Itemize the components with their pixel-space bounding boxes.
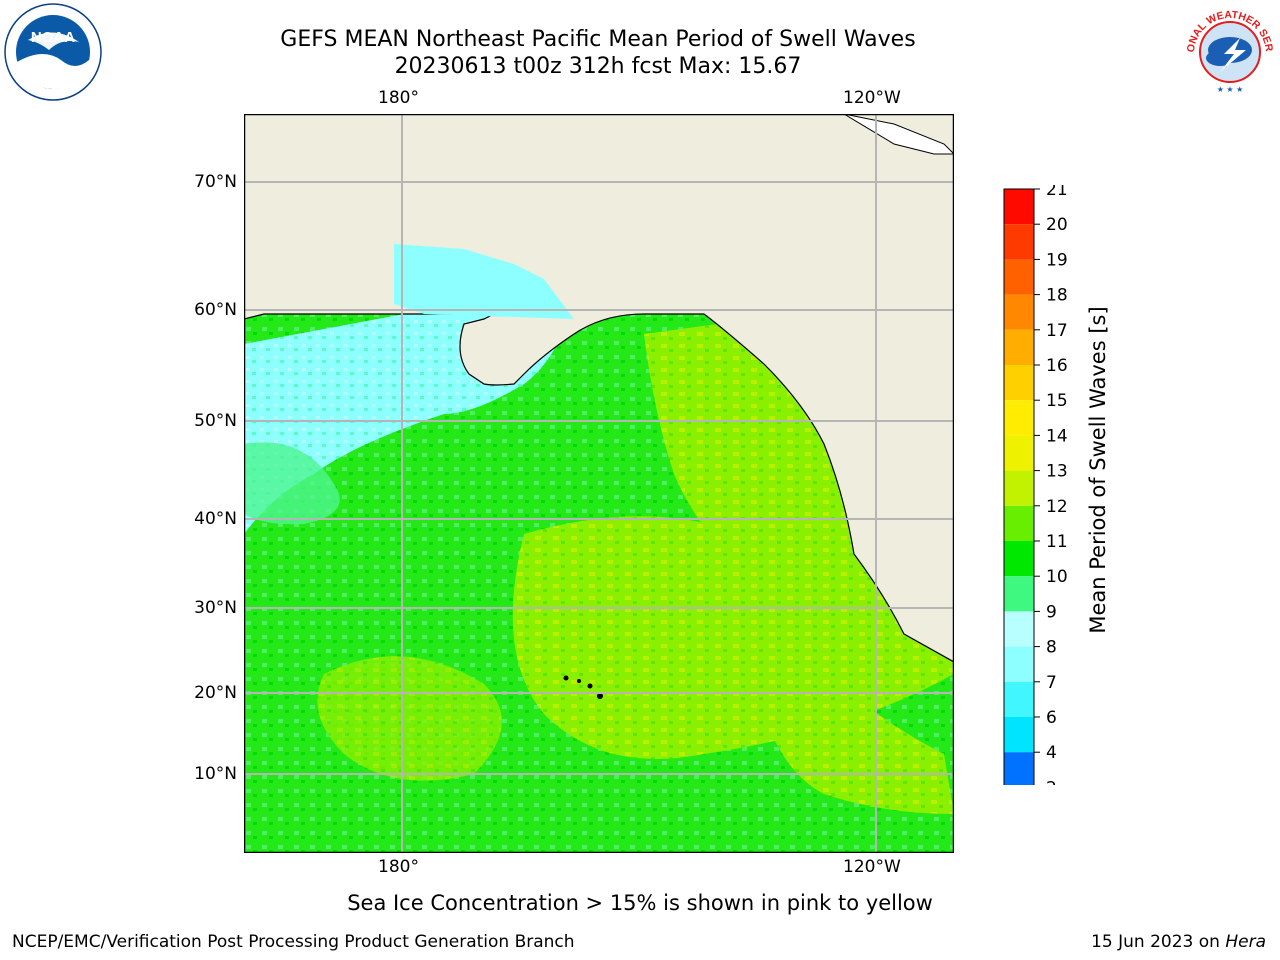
colorbar-tick-label: 2 xyxy=(1046,778,1057,785)
lon-label-top-120w: 120°W xyxy=(843,88,901,108)
lat-label-50n: 50°N xyxy=(194,411,237,431)
colorbar-bin xyxy=(1004,189,1034,225)
colorbar-bin xyxy=(1004,329,1034,365)
colorbar-tick-label: 9 xyxy=(1046,602,1057,622)
colorbar-tick-label: 16 xyxy=(1046,356,1068,376)
footer-date: 15 Jun 2023 on Hera xyxy=(1091,932,1266,952)
colorbar-bin xyxy=(1004,646,1034,682)
colorbar-bin xyxy=(1004,259,1034,295)
colorbar-tick-label: 6 xyxy=(1046,708,1057,728)
colorbar-tick-label: 17 xyxy=(1046,321,1068,341)
colorbar-bin xyxy=(1004,224,1034,260)
colorbar-bin xyxy=(1004,435,1034,471)
colorbar-bin xyxy=(1004,365,1034,401)
noaa-logo-text: NOAA xyxy=(31,29,75,46)
colorbar-bin xyxy=(1004,576,1034,612)
colorbar-tick-label: 12 xyxy=(1046,497,1068,517)
colorbar-bin xyxy=(1004,400,1034,436)
map-subtitle: 20230613 t00z 312h fcst Max: 15.67 xyxy=(394,54,802,79)
sea-ice-note: Sea Ice Concentration > 15% is shown in … xyxy=(347,891,933,915)
lat-label-30n: 30°N xyxy=(194,598,237,618)
colorbar-tick-label: 11 xyxy=(1046,532,1068,552)
footer-date-text: 15 Jun 2023 on xyxy=(1091,932,1226,952)
colorbar-bin xyxy=(1004,294,1034,330)
colorbar-bin xyxy=(1004,541,1034,577)
colorbar-tick-label: 18 xyxy=(1046,286,1068,306)
footer-credit: NCEP/EMC/Verification Post Processing Pr… xyxy=(12,932,575,952)
map-title: GEFS MEAN Northeast Pacific Mean Period … xyxy=(280,27,916,52)
colorbar-tick-label: 10 xyxy=(1046,567,1068,587)
lat-label-20n: 20°N xyxy=(194,683,237,703)
footer-host: Hera xyxy=(1225,932,1266,952)
colorbar-tick-label: 7 xyxy=(1046,673,1057,693)
noaa-logo: NOAA xyxy=(3,2,103,102)
lat-label-60n: 60°N xyxy=(194,300,237,320)
colorbar-tick-label: 20 xyxy=(1046,215,1068,235)
colorbar-label: Mean Period of Swell Waves [s] xyxy=(1086,306,1110,634)
colorbar-tick-label: 4 xyxy=(1046,743,1057,763)
colorbar-bin xyxy=(1004,681,1034,717)
colorbar-bin xyxy=(1004,505,1034,541)
colorbar: 21 20 19 18 17 16 15 14 13 12 11 10 9 8 7 6 4 2 xyxy=(1000,180,1090,817)
colorbar-tick-label: 21 xyxy=(1046,185,1068,200)
colorbar-tick-label: 13 xyxy=(1046,462,1068,482)
svg-text:★ ★ ★: ★ ★ ★ xyxy=(1217,85,1244,94)
lat-label-70n: 70°N xyxy=(194,172,237,192)
colorbar-bin xyxy=(1004,611,1034,647)
lat-label-10n: 10°N xyxy=(194,764,237,784)
colorbar-bin xyxy=(1004,470,1034,506)
colorbar-bin xyxy=(1004,752,1034,788)
colorbar-tick-label: 15 xyxy=(1046,391,1068,411)
lat-label-40n: 40°N xyxy=(194,509,237,529)
map-plot xyxy=(243,113,955,854)
colorbar-tick-label: 14 xyxy=(1046,426,1068,446)
nws-logo: NATIONAL WEATHER SERVICE ★ ★ ★ xyxy=(1176,0,1280,98)
lon-label-bottom-180: 180° xyxy=(378,857,419,877)
colorbar-tick-label: 8 xyxy=(1046,638,1057,658)
colorbar-bin xyxy=(1004,717,1034,753)
colorbar-tick-label: 19 xyxy=(1046,250,1068,270)
lon-label-bottom-120w: 120°W xyxy=(843,857,901,877)
lon-label-top-180: 180° xyxy=(378,88,419,108)
